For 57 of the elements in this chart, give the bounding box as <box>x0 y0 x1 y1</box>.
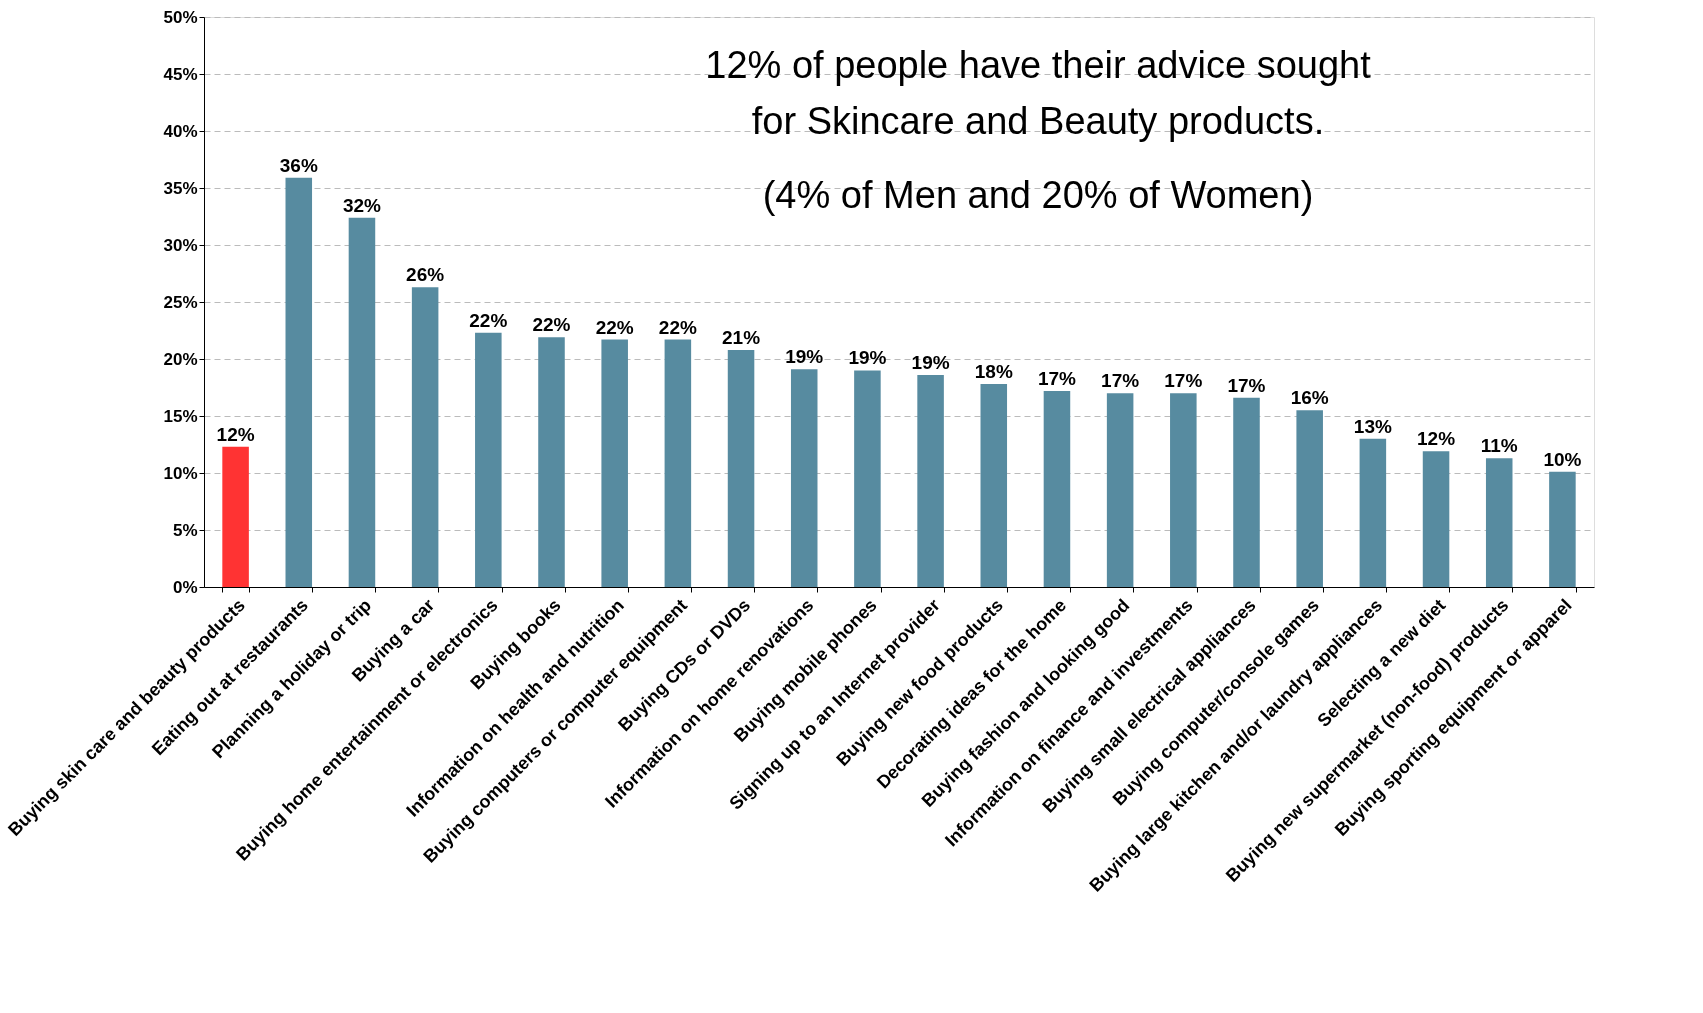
y-tick-label: 40% <box>163 121 198 141</box>
bar <box>1043 390 1071 587</box>
data-label: 11% <box>1480 435 1518 457</box>
data-label: 26% <box>406 264 445 286</box>
y-tick-label: 45% <box>163 64 198 84</box>
y-tick-label: 10% <box>163 463 198 483</box>
bar <box>411 287 439 587</box>
data-label: 18% <box>974 361 1013 383</box>
bar <box>664 339 692 587</box>
data-label: 19% <box>785 346 824 368</box>
data-label: 21% <box>722 326 761 348</box>
bar <box>1296 410 1323 587</box>
data-label: 22% <box>595 316 634 338</box>
bar <box>790 369 818 587</box>
data-label: 22% <box>469 309 508 331</box>
bar <box>1422 451 1450 587</box>
bar <box>980 384 1008 587</box>
y-tick-label: 20% <box>163 349 198 369</box>
bar <box>1549 471 1576 587</box>
y-tick-label: 30% <box>163 235 198 255</box>
data-label: 22% <box>532 314 571 336</box>
data-label: 19% <box>848 347 887 369</box>
bar <box>601 339 628 587</box>
annotation: (4% of Men and 20% of Women) <box>762 174 1314 216</box>
bar <box>475 332 502 587</box>
y-tick-label: 15% <box>163 406 198 426</box>
y-tick-label: 50% <box>163 7 198 27</box>
bar <box>917 374 944 587</box>
bar <box>348 217 376 587</box>
data-label: 17% <box>1164 370 1203 392</box>
data-label: 16% <box>1290 387 1329 409</box>
bar <box>285 177 313 587</box>
data-label: 17% <box>1227 374 1266 396</box>
bar <box>538 337 565 587</box>
bar <box>1106 393 1134 587</box>
data-label: 19% <box>911 351 950 373</box>
data-label: 13% <box>1353 415 1392 437</box>
y-tick-label: 0% <box>172 577 198 597</box>
bar <box>854 370 881 587</box>
bar <box>222 446 249 587</box>
bar <box>1233 397 1260 587</box>
data-label: 12% <box>1417 428 1456 450</box>
y-tick-label: 35% <box>163 178 198 198</box>
data-label: 10% <box>1543 448 1582 470</box>
data-label: 17% <box>1037 367 1077 389</box>
data-label: 32% <box>342 194 382 216</box>
y-tick-label: 5% <box>172 520 198 540</box>
data-label: 12% <box>216 423 255 445</box>
bar <box>1170 393 1197 587</box>
bar <box>1359 438 1387 587</box>
y-tick-label: 25% <box>163 292 198 312</box>
annotation: 12% of people have their advice sought for Skincare and Beauty products. <box>705 44 1372 142</box>
data-label: 22% <box>658 316 697 338</box>
bar <box>727 349 755 587</box>
data-label: 36% <box>279 154 318 176</box>
bar <box>1485 458 1513 587</box>
data-label: 17% <box>1101 370 1140 392</box>
